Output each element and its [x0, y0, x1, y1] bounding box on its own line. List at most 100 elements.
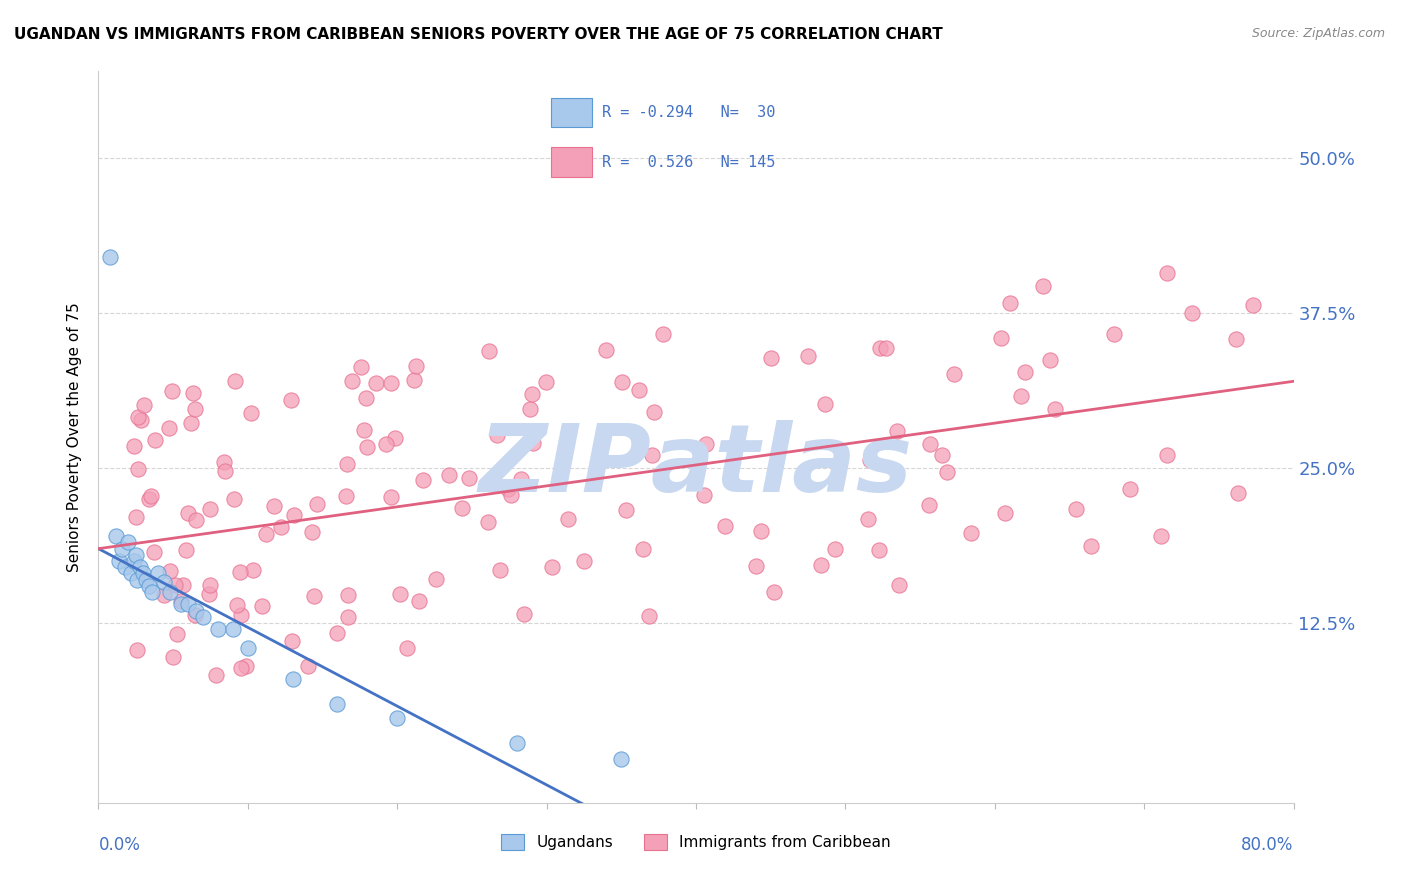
Point — [229, 661, 252, 675]
Point — [640, 448, 662, 462]
Point — [616, 502, 638, 516]
Point — [396, 641, 419, 656]
Point — [160, 384, 183, 399]
Point — [557, 512, 579, 526]
Point — [859, 452, 882, 467]
Point — [412, 473, 434, 487]
Point — [1156, 448, 1178, 462]
Point — [1227, 486, 1250, 500]
Point — [172, 578, 194, 592]
Text: Source: ZipAtlas.com: Source: ZipAtlas.com — [1251, 27, 1385, 40]
Point — [994, 506, 1017, 520]
Point — [120, 566, 142, 581]
Point — [868, 543, 890, 558]
Point — [439, 467, 461, 482]
Point — [943, 368, 966, 382]
Point — [250, 599, 273, 614]
Point — [177, 506, 200, 520]
Point — [281, 672, 304, 686]
Point — [263, 499, 285, 513]
Point — [132, 566, 155, 581]
Point — [1241, 298, 1264, 312]
Point — [496, 482, 519, 496]
Point — [1150, 529, 1173, 543]
Point — [858, 512, 880, 526]
Point — [229, 565, 252, 579]
Point — [177, 598, 200, 612]
Point — [124, 554, 146, 568]
Point — [127, 410, 149, 425]
Point — [713, 519, 735, 533]
Point — [637, 608, 659, 623]
Point — [499, 488, 522, 502]
Point — [224, 374, 246, 388]
Point — [759, 351, 782, 365]
Point — [336, 588, 359, 602]
Point — [350, 359, 373, 374]
Point — [183, 402, 205, 417]
Point — [122, 439, 145, 453]
Point — [184, 608, 207, 623]
Point — [337, 610, 360, 624]
Point — [749, 524, 772, 538]
Point — [1000, 296, 1022, 310]
Point — [127, 573, 149, 587]
Point — [236, 640, 259, 655]
Point — [375, 437, 398, 451]
Point — [960, 525, 983, 540]
Point — [340, 374, 363, 388]
Point — [138, 492, 160, 507]
Point — [117, 535, 139, 549]
Point — [814, 397, 837, 411]
Point — [302, 589, 325, 603]
Point — [887, 578, 910, 592]
Point — [222, 491, 245, 506]
Point — [159, 564, 181, 578]
Point — [509, 472, 531, 486]
Point — [1225, 332, 1247, 346]
Point — [207, 622, 229, 636]
Point — [425, 572, 447, 586]
Point — [595, 343, 617, 357]
Point — [170, 593, 193, 607]
Point — [125, 642, 148, 657]
Point — [610, 375, 633, 389]
Y-axis label: Seniors Poverty Over the Age of 75: Seniors Poverty Over the Age of 75 — [67, 302, 83, 572]
Point — [1014, 365, 1036, 379]
Point — [242, 563, 264, 577]
Point — [931, 448, 953, 462]
Text: ZIP​atlas: ZIP​atlas — [479, 420, 912, 512]
Point — [405, 359, 427, 373]
Point — [450, 501, 472, 516]
Point — [254, 526, 277, 541]
Point — [1043, 401, 1066, 416]
Point — [388, 587, 411, 601]
Point — [572, 554, 595, 568]
Point — [643, 404, 665, 418]
Point — [610, 752, 633, 766]
Point — [105, 529, 128, 543]
Point — [139, 489, 162, 503]
Point — [1080, 539, 1102, 553]
Point — [488, 563, 510, 577]
Point — [301, 524, 323, 539]
Point — [385, 711, 409, 725]
Point — [141, 585, 163, 599]
Point — [166, 626, 188, 640]
Point — [205, 667, 228, 681]
Point — [918, 498, 941, 512]
Point — [214, 464, 236, 478]
Point — [1119, 482, 1142, 496]
Point — [174, 543, 197, 558]
Point — [270, 520, 292, 534]
Point — [869, 341, 891, 355]
Point — [184, 513, 207, 527]
Text: 0.0%: 0.0% — [98, 836, 141, 854]
Point — [114, 560, 136, 574]
Point — [235, 659, 257, 673]
Point — [336, 458, 359, 472]
Point — [131, 413, 153, 427]
Point — [198, 587, 221, 601]
Point — [990, 331, 1012, 345]
Point — [124, 509, 146, 524]
